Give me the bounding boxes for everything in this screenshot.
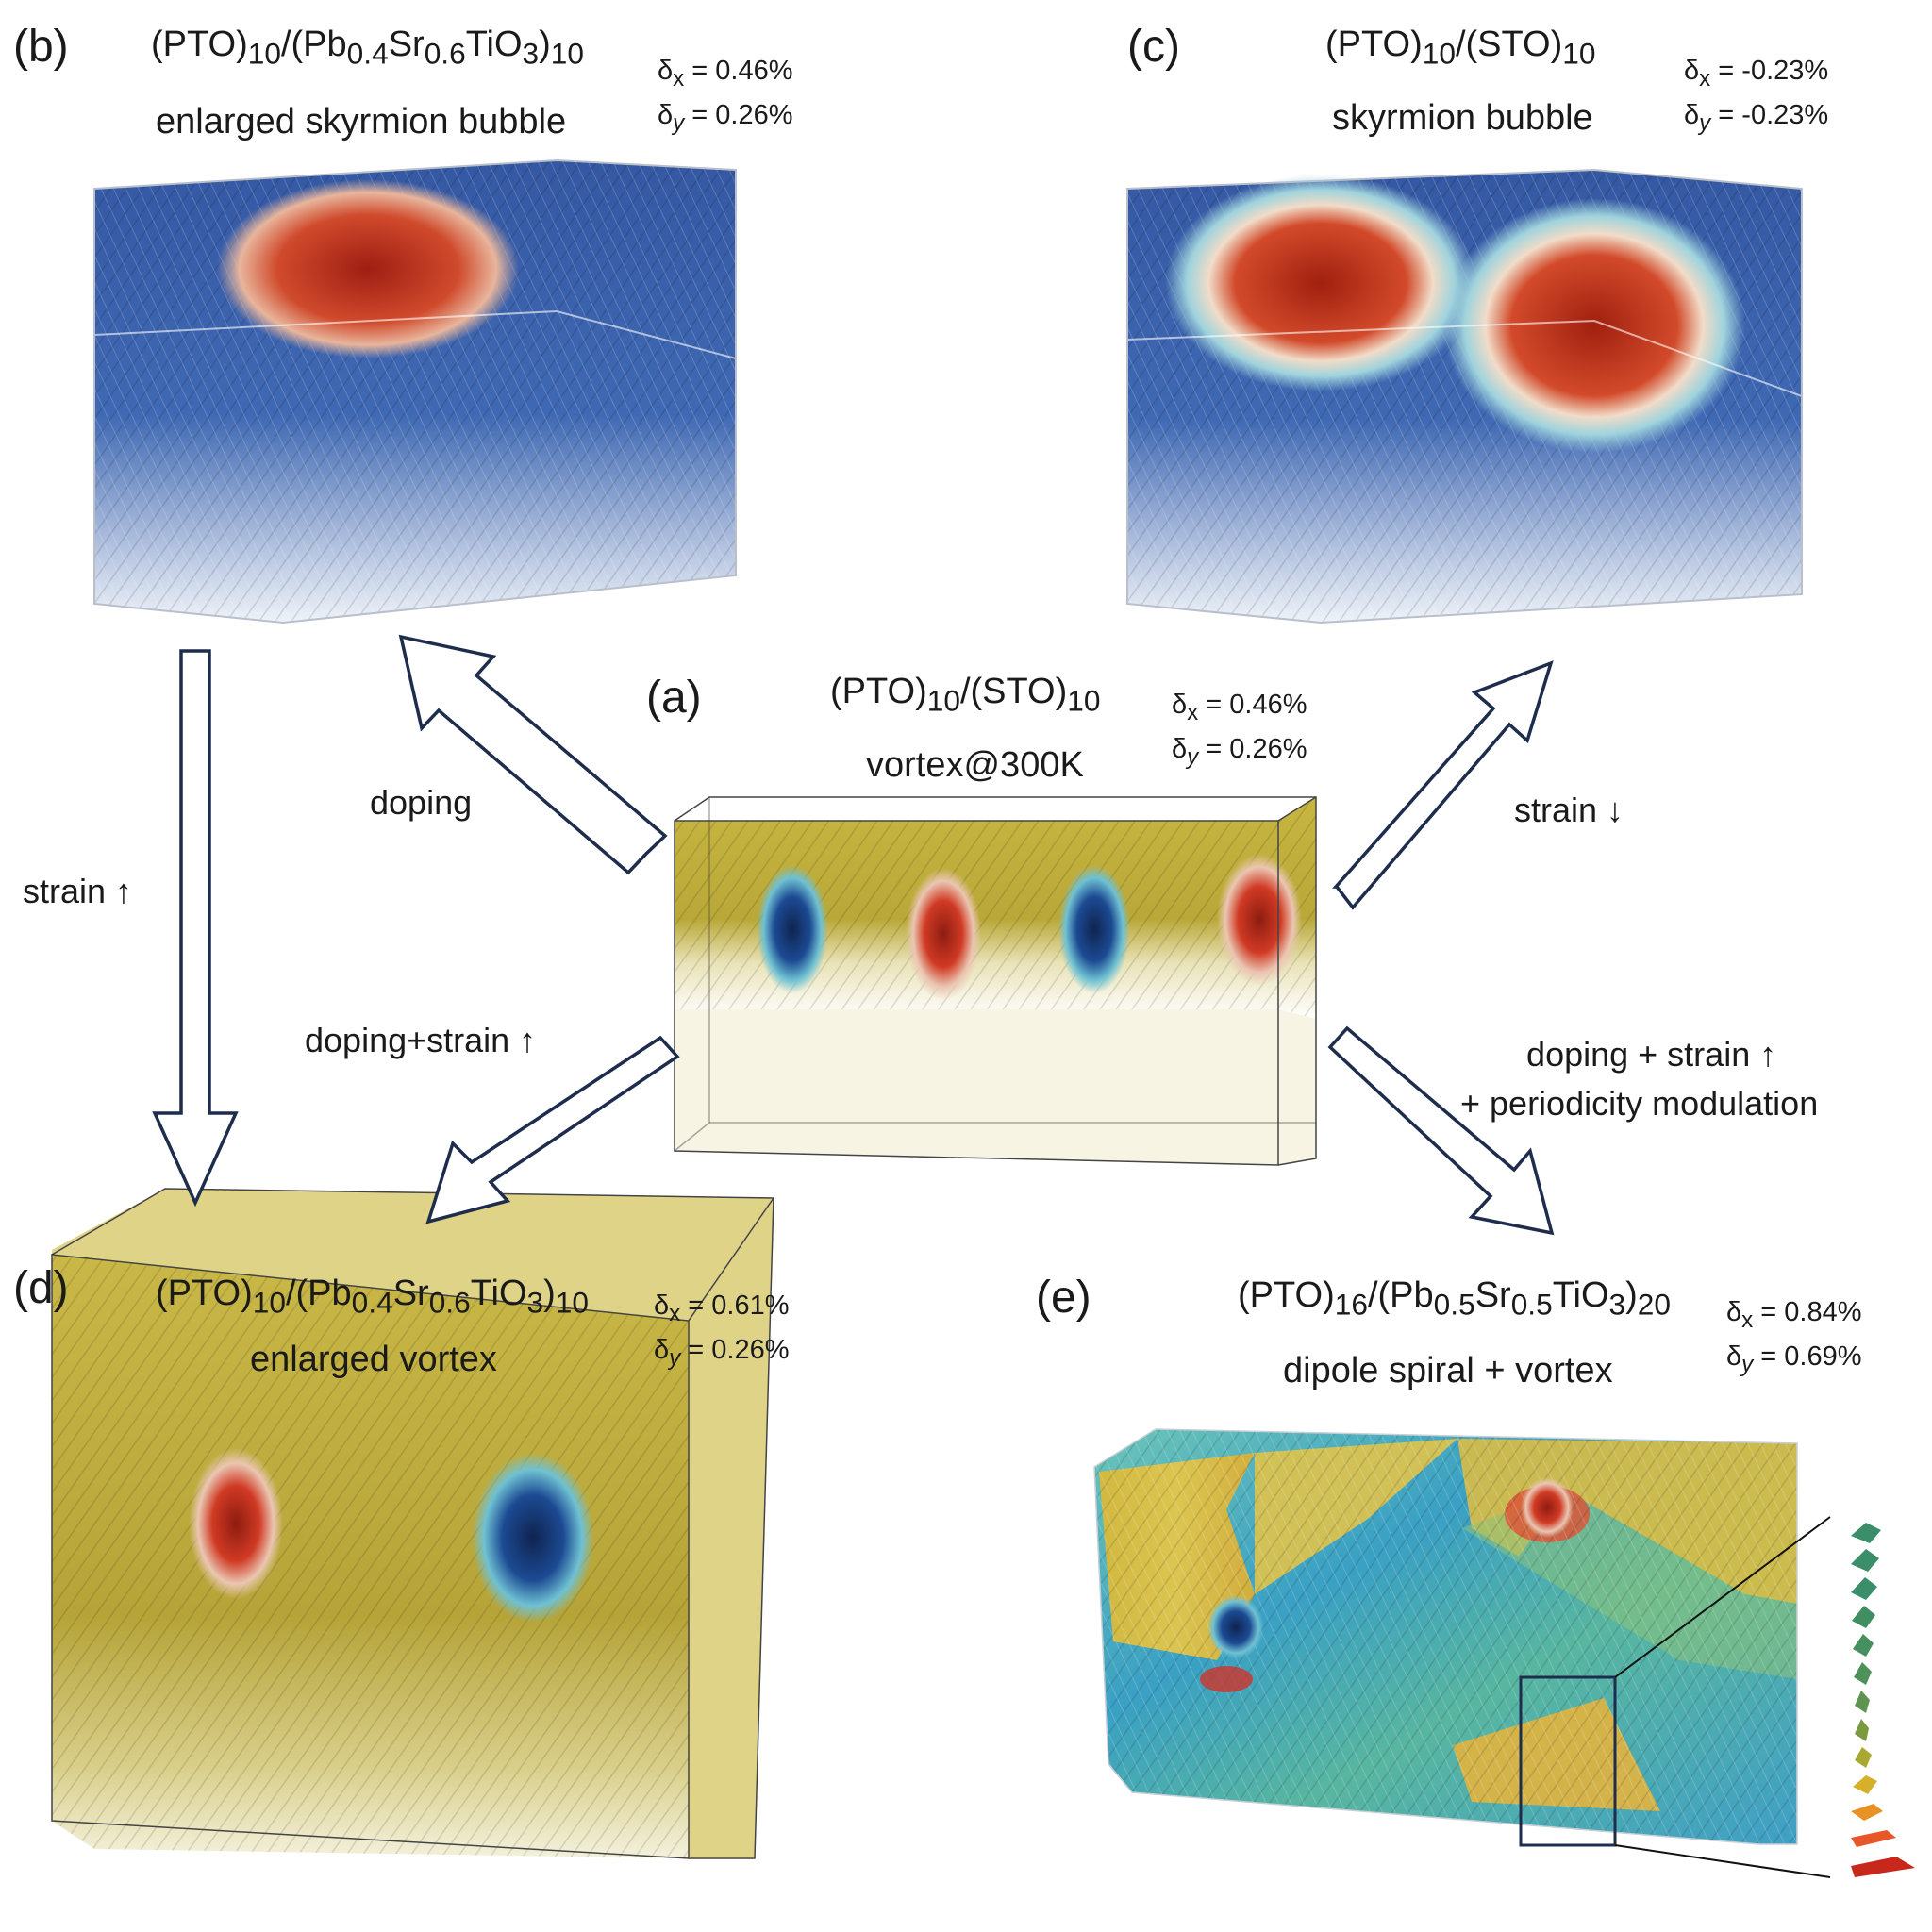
zoom-region-box [1519, 1675, 1617, 1847]
transition-label-strain-up: strain ↑ [23, 872, 133, 910]
spiral-vortex-red [1521, 1477, 1574, 1538]
panel-label-a: (a) [646, 673, 702, 723]
transition-label-doping: doping [370, 783, 473, 822]
panel-label-b: (b) [13, 22, 69, 72]
panel-d-simulation [51, 1188, 774, 1863]
vortex-3-blue [1058, 865, 1130, 993]
vortex-2-red [906, 868, 981, 1000]
enlarged-vortex-red [189, 1448, 283, 1599]
skyrmion-bubble-left [1165, 175, 1476, 391]
panel-a-simulation [674, 796, 1317, 1166]
panel-e-simulation [1093, 1428, 1831, 1878]
panel-c-simulation [1126, 168, 1803, 625]
panel-e-state: dipole spiral + vortex [1283, 1351, 1613, 1391]
transition-label-doping-strain-periodicity: doping + strain ↑ + periodicity modulati… [1460, 1035, 1819, 1123]
panel-c-state: skyrmion bubble [1332, 98, 1593, 138]
panel-b-state: enlarged skyrmion bubble [156, 102, 567, 142]
arrow-a-to-d [425, 1035, 680, 1224]
panel-d-state: enlarged vortex [250, 1340, 497, 1379]
vortex-1-blue [757, 865, 828, 993]
vortex-4-red [1217, 854, 1302, 986]
panel-c-strain: δx = -0.23% δy = -0.23% [1684, 56, 1829, 136]
arrow-a-to-e [1327, 1025, 1555, 1236]
enlarged-vortex-blue [472, 1453, 594, 1623]
panel-d-title: (PTO)10/(Pb0.4Sr0.6TiO3)10 [156, 1274, 589, 1320]
transition-label-strain-down: strain ↓ [1514, 791, 1624, 829]
panel-a-strain: δx = 0.46% δy = 0.26% [1172, 690, 1307, 770]
panel-b-simulation [93, 158, 737, 625]
panel-label-e: (e) [1036, 1273, 1091, 1323]
dipole-spiral-inset [1851, 1523, 1915, 1877]
panel-c-title: (PTO)10/(STO)10 [1325, 25, 1596, 71]
panel-e-title: (PTO)16/(Pb0.5Sr0.5TiO3)20 [1238, 1275, 1671, 1322]
panel-e-strain: δx = 0.84% δy = 0.69% [1726, 1297, 1862, 1377]
panel-d-strain: δx = 0.61% δy = 0.26% [654, 1291, 790, 1371]
arrow-a-to-c [1332, 660, 1554, 910]
transition-label-doping-strain: doping+strain ↑ [305, 1021, 537, 1059]
skyrmion-bubble-right [1443, 198, 1745, 453]
panel-b-strain: δx = 0.46% δy = 0.26% [658, 56, 793, 136]
panel-label-c: (c) [1127, 22, 1180, 72]
panel-label-d: (d) [13, 1263, 69, 1313]
arrow-b-to-d [152, 649, 239, 1208]
panel-a-title: (PTO)10/(STO)10 [830, 672, 1101, 718]
panel-b-title: (PTO)10/(Pb0.4Sr0.6TiO3)10 [151, 25, 584, 71]
skyrmion-bubble-red [217, 179, 519, 358]
panel-a-state: vortex@300K [866, 745, 1084, 785]
arrow-a-to-b [398, 634, 668, 875]
spiral-vortex-blue [1208, 1595, 1264, 1659]
